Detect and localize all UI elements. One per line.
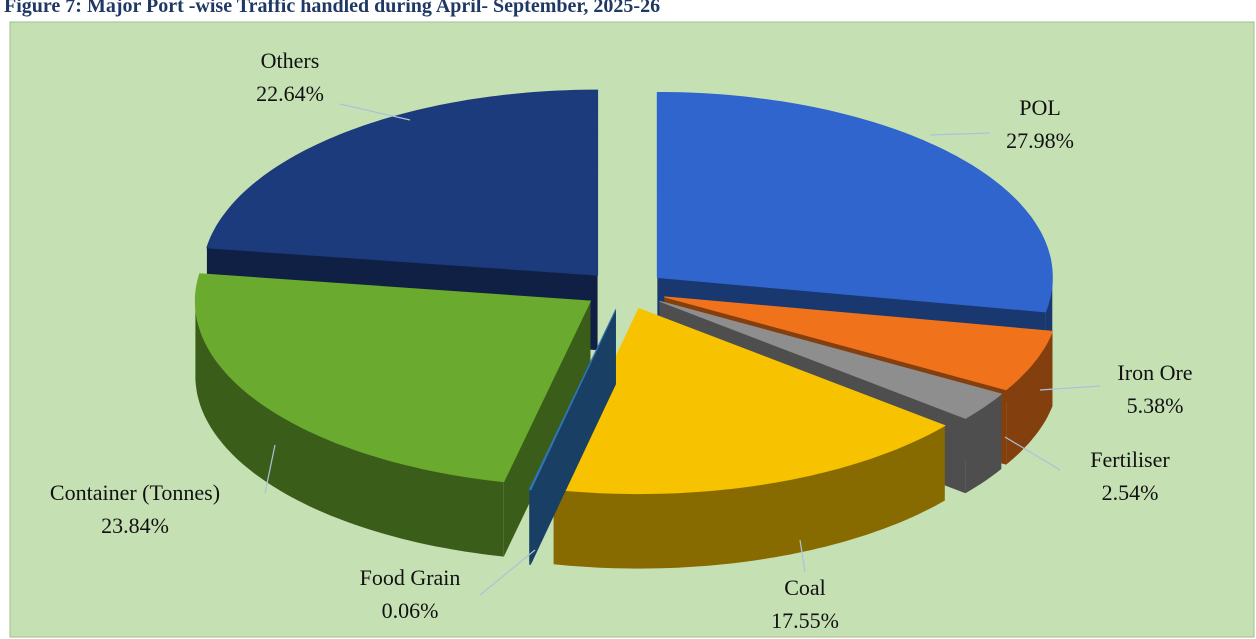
slice-top xyxy=(552,307,946,495)
data-label-value: 23.84% xyxy=(101,513,169,538)
data-label-value: 5.38% xyxy=(1127,393,1184,418)
slice-top xyxy=(664,296,1054,391)
slice xyxy=(528,308,617,565)
data-label-name: Coal xyxy=(784,575,826,600)
data-label-name: Container (Tonnes) xyxy=(50,480,220,505)
slice-top xyxy=(206,89,599,276)
data-label-value: 22.64% xyxy=(256,81,324,106)
slice-wall xyxy=(1006,331,1053,465)
slice-wall xyxy=(965,394,1002,494)
slice-top xyxy=(194,273,592,483)
leader-line xyxy=(1039,385,1101,391)
data-label-name: Iron Ore xyxy=(1117,360,1192,385)
data-label-name: Food Grain xyxy=(360,565,461,590)
leader-line xyxy=(339,103,411,121)
slice-side xyxy=(529,309,616,565)
leader-line xyxy=(264,444,276,494)
data-label-name: Fertiliser xyxy=(1090,447,1170,472)
leader-line xyxy=(929,132,991,136)
slice xyxy=(194,273,592,557)
chart-title: Figure 7: Major Port -wise Traffic handl… xyxy=(4,0,660,17)
slice-wall xyxy=(553,425,945,569)
data-label-value: 17.55% xyxy=(771,608,839,633)
slice-wall xyxy=(529,489,531,565)
leader-line xyxy=(799,539,806,573)
slice xyxy=(552,307,946,569)
data-label-value: 2.54% xyxy=(1102,480,1159,505)
leader-line xyxy=(479,549,536,596)
slice-wall xyxy=(195,301,504,557)
leader-line xyxy=(1004,436,1061,471)
slice-top xyxy=(659,300,1003,419)
slice-top xyxy=(656,92,1053,313)
data-label-value: 0.06% xyxy=(382,598,439,623)
data-label-name: POL xyxy=(1019,95,1061,120)
data-label-value: 27.98% xyxy=(1006,128,1074,153)
slice-top xyxy=(528,308,617,491)
data-label-name: Others xyxy=(261,48,320,73)
